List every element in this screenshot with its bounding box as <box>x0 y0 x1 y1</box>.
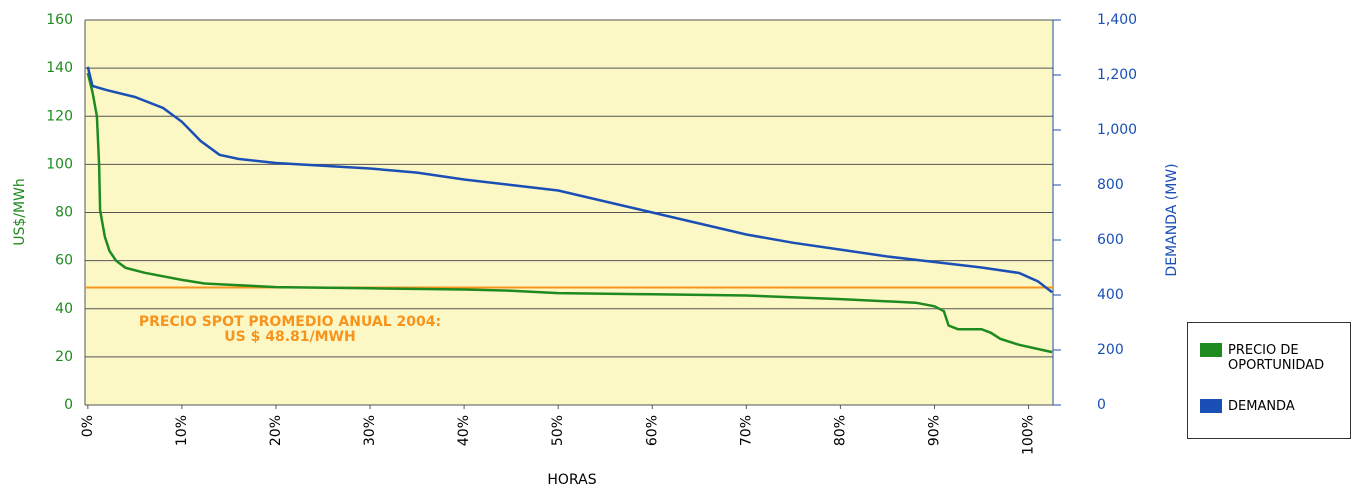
y-tick-label: 100 <box>46 156 73 172</box>
x-tick-label: 0% <box>80 415 96 437</box>
x-tick-label: 90% <box>926 415 942 446</box>
x-tick-label: 100% <box>1021 415 1037 455</box>
y-tick-label: 60 <box>55 253 73 269</box>
legend-label: DEMANDA <box>1228 399 1295 414</box>
x-tick-label: 50% <box>550 415 566 446</box>
legend-swatch <box>1200 343 1222 357</box>
y2-tick-label: 1,400 <box>1097 12 1137 28</box>
y-tick-label: 0 <box>64 397 73 413</box>
y-tick-label: 40 <box>55 301 73 317</box>
annotation: US $ 48.81/MWH <box>224 329 355 345</box>
legend-item: DEMANDA <box>1200 399 1340 414</box>
y-tick-label: 140 <box>46 60 73 76</box>
y2-tick-label: 800 <box>1097 177 1124 193</box>
x-tick-label: 60% <box>644 415 660 446</box>
y2-tick-label: 600 <box>1097 232 1124 248</box>
y2-tick-label: 1,000 <box>1097 122 1137 138</box>
x-tick-label: 70% <box>738 415 754 446</box>
series-line <box>86 66 1053 294</box>
y-tick-label: 120 <box>46 108 73 124</box>
y2-tick-label: 1,200 <box>1097 67 1137 83</box>
x-tick-label: 30% <box>362 415 378 446</box>
legend-item: PRECIO DE OPORTUNIDAD <box>1200 343 1340 373</box>
legend-swatch <box>1200 399 1222 413</box>
series-line <box>86 72 1053 354</box>
y2-tick-label: 400 <box>1097 287 1124 303</box>
y2-tick-label: 0 <box>1097 397 1106 413</box>
x-tick-label: 80% <box>832 415 848 446</box>
y-tick-label: 20 <box>55 349 73 365</box>
y-tick-label: 80 <box>55 205 73 221</box>
x-tick-label: 20% <box>268 415 284 446</box>
x-tick-label: 10% <box>174 415 190 446</box>
x-tick-label: 40% <box>456 415 472 446</box>
y2-tick-label: 200 <box>1097 342 1124 358</box>
y-tick-label: 160 <box>46 12 73 28</box>
y-axis-title: US$/MWh <box>12 178 28 246</box>
legend-label: PRECIO DE OPORTUNIDAD <box>1228 343 1325 373</box>
annotation: PRECIO SPOT PROMEDIO ANUAL 2004: <box>139 314 441 330</box>
x-axis-title: HORAS <box>547 472 596 488</box>
y2-axis-title: DEMANDA (MW) <box>1164 163 1180 276</box>
legend: PRECIO DE OPORTUNIDAD DEMANDA <box>1187 322 1351 439</box>
